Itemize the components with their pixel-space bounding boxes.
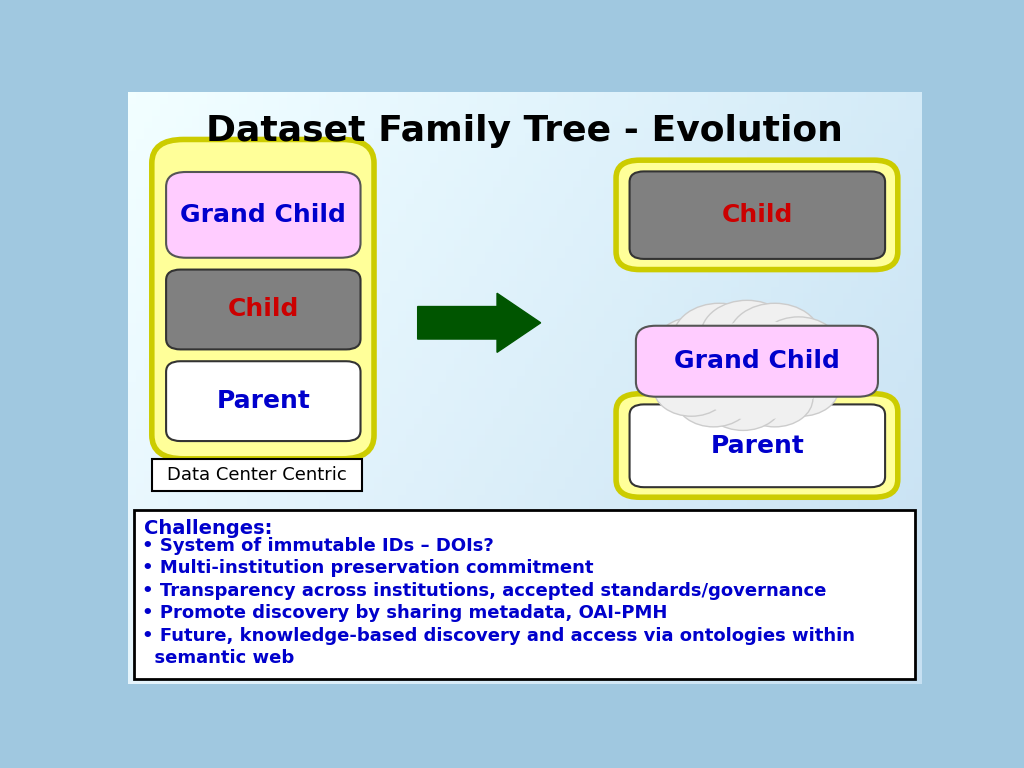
- FancyBboxPatch shape: [166, 270, 360, 349]
- FancyBboxPatch shape: [152, 140, 374, 458]
- Circle shape: [777, 340, 849, 394]
- Text: • System of immutable IDs – DOIs?: • System of immutable IDs – DOIs?: [142, 537, 494, 554]
- Circle shape: [673, 303, 765, 372]
- FancyBboxPatch shape: [630, 171, 885, 259]
- Circle shape: [653, 359, 729, 416]
- Text: Dataset Family Tree - Evolution: Dataset Family Tree - Evolution: [207, 114, 843, 147]
- Text: Grand Child: Grand Child: [180, 203, 346, 227]
- Text: • Transparency across institutions, accepted standards/governance: • Transparency across institutions, acce…: [142, 582, 826, 600]
- Text: Child: Child: [227, 297, 299, 322]
- Circle shape: [690, 319, 824, 420]
- Circle shape: [703, 371, 782, 430]
- Text: • Multi-institution preservation commitment: • Multi-institution preservation commitm…: [142, 559, 594, 578]
- Text: • Promote discovery by sharing metadata, OAI-PMH: • Promote discovery by sharing metadata,…: [142, 604, 668, 622]
- Text: Challenges:: Challenges:: [143, 519, 272, 538]
- FancyBboxPatch shape: [630, 405, 885, 487]
- Text: Parent: Parent: [711, 434, 804, 458]
- FancyBboxPatch shape: [636, 326, 878, 397]
- FancyBboxPatch shape: [166, 361, 360, 441]
- Text: semantic web: semantic web: [142, 649, 295, 667]
- FancyBboxPatch shape: [152, 458, 362, 492]
- Circle shape: [676, 370, 752, 427]
- Circle shape: [729, 303, 821, 372]
- FancyBboxPatch shape: [166, 172, 360, 258]
- Circle shape: [736, 370, 813, 427]
- FancyArrow shape: [418, 293, 541, 353]
- Text: Data Center Centric: Data Center Centric: [167, 466, 347, 484]
- Circle shape: [637, 336, 719, 398]
- Text: Parent: Parent: [216, 389, 310, 413]
- Text: Grand Child: Grand Child: [674, 349, 840, 373]
- FancyBboxPatch shape: [616, 161, 898, 270]
- Circle shape: [701, 300, 793, 369]
- FancyBboxPatch shape: [616, 394, 898, 497]
- Text: Child: Child: [722, 204, 793, 227]
- Circle shape: [758, 317, 840, 379]
- Circle shape: [654, 317, 736, 379]
- FancyBboxPatch shape: [134, 510, 915, 679]
- Circle shape: [763, 359, 839, 416]
- Text: • Future, knowledge-based discovery and access via ontologies within: • Future, knowledge-based discovery and …: [142, 627, 855, 645]
